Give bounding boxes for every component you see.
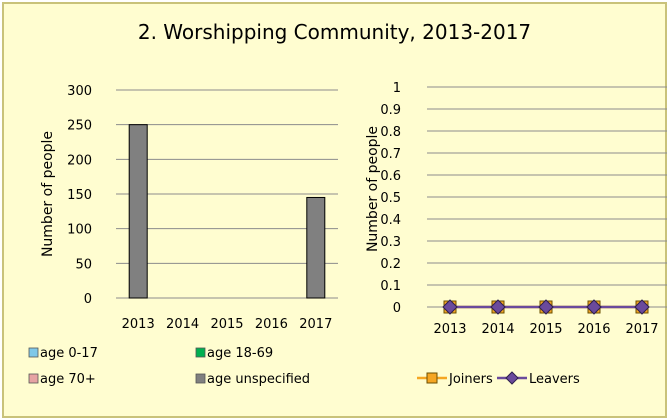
legend-swatch: [195, 373, 206, 384]
bar: [306, 196, 326, 299]
line-x-tick-label: 2017: [625, 322, 658, 337]
leavers-point: [634, 299, 650, 315]
legend-marker: [426, 372, 438, 384]
line-y-tick-label: 0.8: [380, 125, 401, 140]
bar: [128, 124, 148, 299]
bar-y-tick-label: 200: [67, 153, 92, 168]
legend-label: age 70+: [40, 372, 96, 387]
line-x-tick-label: 2014: [481, 322, 514, 337]
line-x-tick-label: 2013: [433, 322, 466, 337]
bar-y-tick-label: 300: [67, 84, 92, 99]
line-y-tick-label: 0.1: [380, 279, 401, 294]
bar-y-tick-label: 50: [75, 257, 92, 272]
line-y-tick-label: 1: [393, 81, 401, 96]
line-y-tick-label: 0.3: [380, 235, 401, 250]
legend-label: Leavers: [529, 372, 580, 387]
line-x-tick-label: 2015: [529, 322, 562, 337]
legend-label: age 18-69: [207, 346, 273, 361]
line-y-tick-label: 0: [393, 301, 401, 316]
line-y-axis-title: Number of people: [365, 126, 381, 252]
bar-y-tick-label: 100: [67, 223, 92, 238]
bar-y-tick-label: 250: [67, 119, 92, 134]
legend-label: Joiners: [448, 372, 493, 387]
leavers-point: [442, 299, 458, 315]
line-y-tick-label: 0.4: [380, 213, 401, 228]
chart-title: 2. Worshipping Community, 2013-2017: [137, 20, 532, 44]
leavers-point: [586, 299, 602, 315]
legend-swatch: [28, 373, 39, 384]
line-y-tick-label: 0.9: [380, 103, 401, 118]
legend-label: age 0-17: [40, 346, 98, 361]
legend-marker: [505, 371, 519, 385]
leavers-point: [538, 299, 554, 315]
bar-x-tick-label: 2017: [299, 317, 332, 332]
leavers-point: [490, 299, 506, 315]
bar-y-axis-title: Number of people: [40, 131, 56, 257]
legend-swatch: [28, 347, 39, 358]
bar-x-tick-label: 2015: [210, 317, 243, 332]
line-y-tick-label: 0.5: [380, 191, 401, 206]
bar-y-tick-label: 0: [84, 292, 92, 307]
bar-x-tick-label: 2014: [166, 317, 199, 332]
line-y-tick-label: 0.7: [380, 147, 401, 162]
line-y-tick-label: 0.2: [380, 257, 401, 272]
bar-y-tick-label: 150: [67, 188, 92, 203]
line-x-tick-label: 2016: [577, 322, 610, 337]
line-y-tick-label: 0.6: [380, 169, 401, 184]
bar-x-tick-label: 2013: [122, 317, 155, 332]
bar-x-tick-label: 2016: [255, 317, 288, 332]
legend-swatch: [195, 347, 206, 358]
legend-label: age unspecified: [207, 372, 310, 387]
